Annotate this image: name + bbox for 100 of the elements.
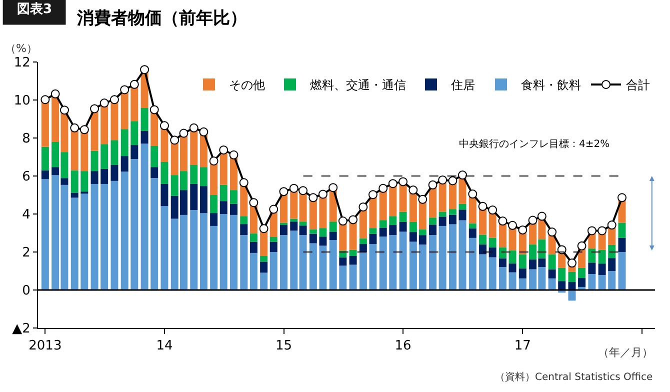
bar xyxy=(240,224,248,236)
point xyxy=(199,127,208,136)
bar xyxy=(418,229,426,236)
bar xyxy=(100,168,108,184)
bar xyxy=(518,278,526,290)
bar xyxy=(41,170,49,180)
point xyxy=(110,95,119,104)
y-tick-label: 2 xyxy=(22,246,30,261)
bar xyxy=(498,258,506,268)
bar xyxy=(230,214,238,290)
point xyxy=(498,216,508,226)
point xyxy=(130,80,139,89)
point xyxy=(60,106,69,115)
point xyxy=(458,170,468,180)
bar xyxy=(508,272,516,290)
bar xyxy=(578,268,586,278)
point xyxy=(249,198,258,208)
bar xyxy=(488,247,496,258)
bar xyxy=(598,264,606,275)
bar xyxy=(598,274,606,290)
point xyxy=(607,220,616,230)
bar xyxy=(379,236,387,290)
bar xyxy=(399,222,407,232)
point xyxy=(70,123,80,132)
bar xyxy=(230,190,238,204)
y-tick-label: ▲2 xyxy=(12,322,30,337)
legend-label: 食料・飲料 xyxy=(521,78,581,92)
point xyxy=(120,85,130,94)
bar xyxy=(210,195,218,214)
bar xyxy=(140,130,148,144)
bar xyxy=(150,146,158,168)
bar xyxy=(200,167,208,186)
bar xyxy=(290,230,298,290)
bar xyxy=(418,235,426,245)
bar xyxy=(349,250,357,256)
legend-label: 燃料、交通・通信 xyxy=(310,78,406,92)
point xyxy=(528,216,538,225)
bar xyxy=(80,130,88,172)
bar xyxy=(80,171,88,192)
bar xyxy=(240,235,248,290)
point xyxy=(219,145,228,154)
point xyxy=(298,186,308,196)
bar xyxy=(250,242,258,253)
point xyxy=(488,206,498,215)
bar xyxy=(468,223,476,228)
bar xyxy=(150,167,158,178)
bar xyxy=(160,184,168,206)
bar xyxy=(488,238,496,248)
bar xyxy=(488,257,496,290)
bar xyxy=(70,192,78,198)
bar xyxy=(498,267,506,290)
bar xyxy=(369,228,377,234)
bar xyxy=(150,178,158,290)
x-tick-label: 14 xyxy=(156,338,173,354)
legend-label: 住居 xyxy=(450,78,475,92)
point xyxy=(338,216,348,226)
point xyxy=(170,136,180,145)
bar xyxy=(319,228,327,237)
point xyxy=(358,202,368,212)
bar xyxy=(41,100,49,147)
bar xyxy=(458,210,466,220)
bar xyxy=(220,201,228,214)
point xyxy=(279,187,288,196)
bar xyxy=(90,171,98,184)
text: （資料）Central Statistics Office xyxy=(495,371,653,383)
bar xyxy=(130,145,138,160)
bar xyxy=(270,252,278,290)
point xyxy=(548,228,557,237)
bar xyxy=(210,213,218,226)
point xyxy=(398,177,408,186)
y-tick-label: 4 xyxy=(22,208,30,223)
bar xyxy=(80,194,88,290)
legend-label: 合計 xyxy=(626,78,650,92)
point xyxy=(269,204,278,214)
bar xyxy=(90,184,98,290)
point xyxy=(140,65,150,74)
point xyxy=(508,220,518,230)
bar xyxy=(409,222,417,232)
bar xyxy=(70,128,78,170)
bar xyxy=(319,236,327,246)
bar xyxy=(458,220,466,290)
chart-title: 消費者物価（前年比） xyxy=(76,8,248,29)
bar xyxy=(389,216,397,226)
bar xyxy=(548,269,556,278)
point xyxy=(408,186,418,195)
bar xyxy=(100,144,108,169)
point xyxy=(90,104,100,114)
point xyxy=(308,193,318,202)
bar xyxy=(588,262,596,274)
point xyxy=(289,184,298,193)
bar xyxy=(578,278,586,287)
point xyxy=(587,226,596,236)
bar xyxy=(260,262,268,273)
bar xyxy=(110,164,118,181)
bar xyxy=(160,206,168,290)
point xyxy=(598,226,607,236)
x-tick-label: 16 xyxy=(394,338,412,354)
point xyxy=(418,194,428,204)
bar xyxy=(438,226,446,290)
bar xyxy=(309,229,317,234)
